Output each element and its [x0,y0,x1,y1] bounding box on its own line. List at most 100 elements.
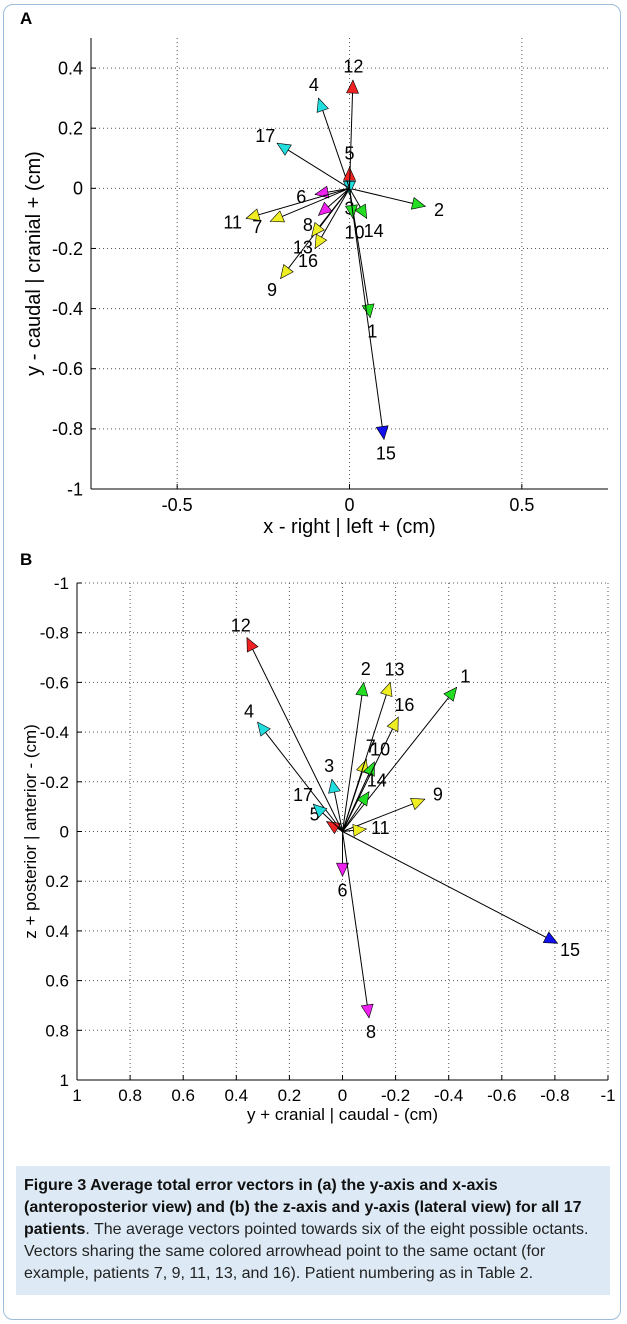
vector-13-label: 13 [385,659,405,679]
y-tick-label: -0.2 [52,239,83,259]
x-tick-label: 0 [344,495,354,515]
vector-4-arrowhead [316,97,329,113]
vector-16-label: 16 [394,695,414,715]
x-tick-label: -0.5 [162,495,193,515]
vector-2-label: 2 [434,200,444,220]
y-tick-label: 0.2 [45,872,69,891]
y-tick-label: -0.8 [52,419,83,439]
vector-13-line [342,682,391,832]
vector-17-arrowhead [276,142,292,156]
vector-2-arrowhead [410,197,427,210]
vector-15-line [349,188,385,440]
y-tick-label: -0.6 [52,359,83,379]
y-tick-label: -1 [54,574,69,593]
vector-9-label: 9 [433,784,443,804]
vector-17-label: 17 [293,785,313,805]
y-tick-label: 0.8 [45,1021,69,1040]
vector-12-line [246,637,343,832]
vector-12-line [349,80,354,189]
plot-area [91,38,608,489]
vector-3-label: 3 [324,756,334,776]
panel-a-chart: -0.5 0 0.5 0.4 0.2 0 -0.2 -0.4 -0.6 -0.8 -1 x - rig… [23,38,608,538]
vector-4-label: 4 [309,75,319,95]
vector-2-arrowhead [355,681,369,697]
vector-13-label: 13 [293,238,313,258]
figure-caption: Figure 3 Average total error vectors in … [16,1166,610,1295]
vector-3-arrowhead [328,778,341,794]
x-tick-label: 0.6 [171,1086,195,1105]
vector-13-arrowhead [311,221,325,238]
vector-8-label: 8 [366,1022,376,1042]
y-tick-label: -0.4 [52,299,83,319]
vector-14-label: 14 [367,770,387,790]
y-tick-label: 1 [60,1071,69,1090]
vector-15-arrowhead [542,931,559,944]
vector-16-label: 16 [298,251,318,271]
x-axis-label: x - right | left + (cm) [263,516,435,538]
vector-12-label: 12 [231,615,251,635]
y-tick-label: -0.2 [40,773,69,792]
y-tick-label: -0.4 [40,723,69,742]
vector-10-label: 10 [370,739,390,759]
y-tick-label: 0 [60,822,69,841]
vector-15-label: 15 [376,444,396,464]
vector-6-label: 6 [296,187,306,207]
x-tick-label: 0.5 [509,495,534,515]
vector-7-arrowhead [269,210,285,223]
vector-16-line [342,716,399,832]
vector-17-arrowhead [312,803,328,818]
vector-9-arrowhead [280,264,294,280]
vector-1-arrowhead [443,686,458,702]
vector-16-arrowhead [386,716,399,732]
x-tick-label: -1 [600,1086,615,1105]
y-tick-label: 0.4 [58,58,83,78]
y-tick-label: 0.4 [45,922,69,941]
vector-9-label: 9 [267,280,277,300]
vector-5-label: 5 [310,804,320,824]
y-tick-label: 0.2 [58,119,83,139]
vector-11-arrowhead [245,208,261,221]
vector-14-label: 14 [364,221,384,241]
y-tick-label: -0.8 [40,624,69,643]
vector-1-label: 1 [460,667,470,687]
vector-10-label: 10 [345,223,365,243]
y-tick-label: -0.6 [40,673,69,692]
vector-17-label: 17 [255,126,275,146]
vector-8-label: 8 [303,215,313,235]
vector-5-arrowhead [325,821,342,835]
panel-b-label: B [20,550,33,569]
vector-13-arrowhead [380,681,393,698]
vector-1-label: 1 [367,322,377,342]
vector-7-label: 7 [366,736,376,756]
vector-4-line [318,97,350,189]
vector-8-arrowhead [317,201,333,216]
vector-6-arrowhead [336,862,349,877]
vector-8-line [342,831,370,1018]
y-tick-label: 0.6 [45,972,69,991]
vector-12-arrowhead [346,79,359,94]
vector-2-label: 2 [361,659,371,679]
x-tick-label: -0.8 [540,1086,569,1105]
vector-6-label: 6 [337,881,347,901]
x-tick-label: 1 [72,1086,81,1105]
x-tick-label: -0.4 [434,1086,463,1105]
caption-bold: Figure 3 Average total error vectors in … [24,1177,582,1238]
vector-11-arrowhead [352,823,368,837]
vector-7-label: 7 [252,217,262,237]
vector-12-arrowhead [246,637,259,653]
vector-17-line [276,142,350,189]
vector-15-label: 15 [560,940,580,960]
vector-7-line [270,187,350,222]
vector-14-arrowhead [356,791,370,807]
vector-14-arrowhead [354,203,368,220]
x-tick-label: -0.2 [381,1086,410,1105]
x-axis-label: y + cranial | caudal - (cm) [247,1105,438,1124]
vector-4-line [257,721,343,832]
panel-a-label: A [20,9,33,28]
vector-9-arrowhead [410,798,426,811]
caption-rest: . The average vectors pointed towards si… [24,1221,589,1282]
panel-b-chart: 1 0.8 0.6 0.4 0.2 0 -0.2 -0.4 -0.6 -0.8 -1 -1 -0.8 -0… [21,574,616,1124]
y-axis-label: z + posterior | anterior - (cm) [21,724,40,939]
vector-11-line [245,187,350,219]
vector-2-line [342,682,365,832]
